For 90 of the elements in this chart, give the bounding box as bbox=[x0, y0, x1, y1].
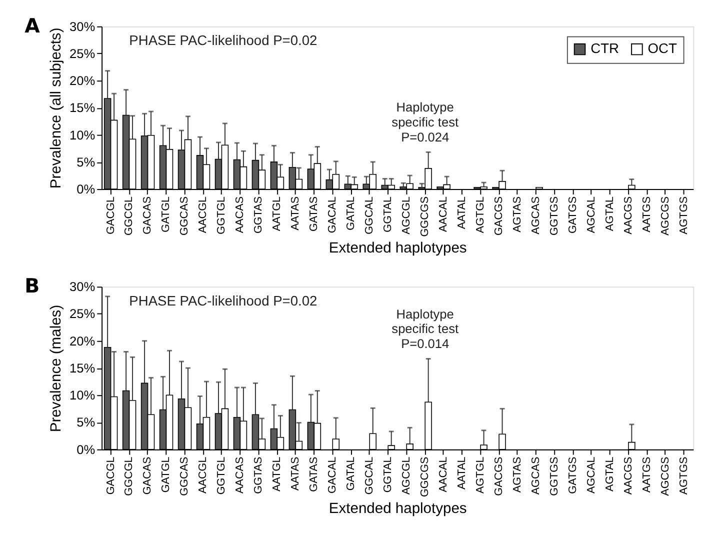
x-tick-label: AGCAS bbox=[530, 456, 542, 495]
x-tick-label: GGTAS bbox=[252, 196, 265, 234]
x-tick-label: GGTGL bbox=[216, 456, 228, 495]
x-tick-label: AGCGS bbox=[659, 456, 672, 496]
x-tick-label: GGCGS bbox=[419, 456, 432, 498]
x-tick-label: AACGS bbox=[622, 456, 634, 495]
x-tick-label: AGTAL bbox=[604, 456, 616, 492]
y-axis-title: Prevalence (males) bbox=[48, 304, 65, 432]
x-tick-label: AGCAS bbox=[530, 196, 542, 234]
x-tick-label: AGTGL bbox=[474, 456, 487, 494]
x-tick-label: GACAS bbox=[142, 456, 154, 495]
legend-label: CTR bbox=[590, 41, 619, 56]
x-tick-label: GGTGL bbox=[216, 196, 228, 234]
x-tick-label: AATGS bbox=[640, 456, 653, 493]
x-tick-label: AATAL bbox=[456, 456, 468, 490]
x-tick-label: AACAS bbox=[234, 456, 246, 494]
x-tick-label: AATGL bbox=[271, 456, 284, 492]
x-tick-label: GATGS bbox=[566, 456, 579, 494]
y-tick-label: 10% bbox=[70, 127, 96, 142]
x-tick-label: AGCGS bbox=[659, 196, 672, 236]
x-tick-label: GGCGS bbox=[419, 196, 432, 237]
y-tick-label: 10% bbox=[70, 388, 96, 403]
y-tick-label: 30% bbox=[70, 18, 96, 34]
y-tick-label: 25% bbox=[70, 306, 96, 322]
x-tick-label: AGCGL bbox=[400, 456, 413, 495]
x-tick-label: AACGS bbox=[622, 196, 634, 234]
x-tick-label: GATGS bbox=[566, 196, 579, 234]
x-tick-label: AATAS bbox=[290, 456, 302, 491]
annotation: Haplotype specific test P=0.024 bbox=[392, 100, 459, 144]
x-tick-label: GGTAS bbox=[252, 456, 265, 494]
legend-label: OCT bbox=[648, 41, 678, 56]
x-tick-label: GATAL bbox=[345, 196, 358, 230]
x-tick-label: AACGL bbox=[197, 196, 210, 234]
x-tick-label: GATAS bbox=[308, 196, 320, 232]
x-tick-label: AACAL bbox=[438, 456, 450, 492]
x-tick-label: AATGS bbox=[640, 196, 653, 232]
y-tick-label: 15% bbox=[70, 360, 96, 376]
y-tick-label: 15% bbox=[70, 100, 96, 116]
y-tick-label: 5% bbox=[76, 154, 96, 170]
annotation: PHASE PAC-likelihood P=0.02 bbox=[129, 33, 318, 48]
text: B bbox=[24, 274, 40, 298]
x-tick-label: AGTAS bbox=[511, 456, 524, 493]
x-tick-label: AGTAL bbox=[604, 196, 616, 232]
x-axis-title: Extended haplotypes bbox=[328, 240, 467, 257]
x-tick-label: AGCAL bbox=[585, 456, 598, 494]
x-tick-label: GATGL bbox=[160, 196, 172, 232]
x-tick-label: GGCGL bbox=[123, 456, 136, 496]
y-tick-label: 0% bbox=[76, 181, 96, 196]
y-tick-label: 0% bbox=[76, 442, 96, 457]
x-tick-label: AGCAL bbox=[585, 196, 598, 234]
x-tick-label: GGCAL bbox=[364, 196, 376, 234]
annotation: Haplotype specific test P=0.014 bbox=[392, 306, 459, 351]
x-tick-label: AGTAS bbox=[511, 196, 524, 232]
x-tick-label: AACGL bbox=[197, 456, 210, 494]
x-tick-label: GACGL bbox=[104, 196, 117, 234]
x-tick-label: GGTAL bbox=[382, 456, 394, 493]
x-tick-label: GACGL bbox=[104, 456, 117, 495]
text: A bbox=[24, 14, 41, 38]
x-tick-label: GACAS bbox=[142, 196, 154, 234]
y-tick-label: 25% bbox=[70, 46, 96, 61]
x-tick-label: AGTGS bbox=[678, 456, 690, 495]
x-tick-label: GATAL bbox=[345, 456, 358, 491]
x-tick-label: AGTGL bbox=[474, 196, 487, 234]
x-tick-label: GGTGS bbox=[548, 456, 560, 496]
annotation: PHASE PAC-likelihood P=0.02 bbox=[129, 293, 318, 308]
x-tick-label: GACGS bbox=[492, 456, 505, 496]
x-tick-label: AATGL bbox=[271, 196, 284, 232]
x-tick-label: GGCAS bbox=[178, 456, 191, 496]
y-tick-label: 30% bbox=[70, 279, 96, 294]
x-tick-label: AACAL bbox=[438, 196, 450, 232]
x-tick-label: AACAS bbox=[234, 196, 246, 234]
x-tick-label: GACAL bbox=[326, 196, 339, 234]
x-axis-title: Extended haplotypes bbox=[328, 500, 467, 517]
x-tick-label: AATAS bbox=[290, 196, 302, 230]
x-tick-label: GGCGL bbox=[123, 196, 136, 236]
x-tick-label: GGCAL bbox=[364, 456, 376, 495]
x-tick-label: GGCAS bbox=[178, 196, 191, 236]
y-axis-title: Prevalence (all subjects) bbox=[48, 28, 65, 189]
x-tick-label: GACGS bbox=[492, 196, 505, 236]
y-tick-label: 5% bbox=[76, 414, 96, 430]
x-tick-label: AATAL bbox=[456, 196, 468, 230]
x-tick-label: AGCGL bbox=[400, 196, 413, 234]
x-tick-label: AGTGS bbox=[678, 196, 690, 234]
x-tick-label: GACAL bbox=[326, 456, 339, 494]
x-tick-label: GATGL bbox=[160, 456, 172, 493]
y-tick-label: 20% bbox=[70, 333, 96, 348]
x-tick-label: GGTGS bbox=[548, 196, 560, 236]
x-tick-label: GATAS bbox=[308, 456, 320, 492]
x-tick-label: GGTAL bbox=[382, 196, 394, 232]
y-tick-label: 20% bbox=[70, 73, 96, 88]
